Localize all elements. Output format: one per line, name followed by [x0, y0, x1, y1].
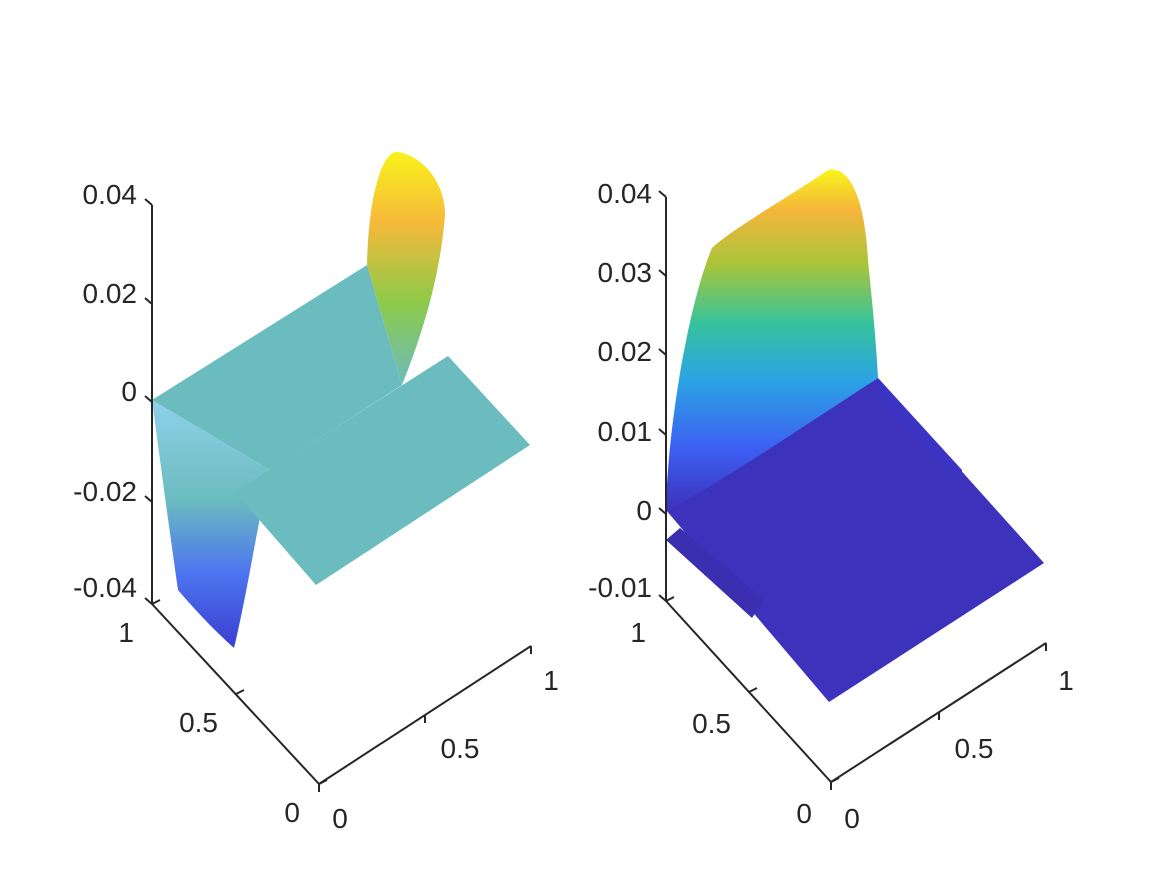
x-tick-label: 0.5	[441, 733, 480, 764]
z-tick-label: 0.02	[598, 336, 653, 367]
surface-plot-right: 0.04 0.03 0.02 0.01 0 -0.01 1 0.5 0 0 0.…	[588, 169, 1074, 834]
y-tick-mark	[318, 779, 328, 785]
z-tick-mark	[144, 297, 153, 305]
z-tick-mark	[144, 395, 153, 403]
y-tick-label: 0	[284, 797, 300, 828]
z-tick-mark	[658, 190, 667, 198]
z-tick-mark	[144, 198, 153, 206]
surface-positive-ridge	[666, 169, 878, 510]
y-tick-mark	[665, 596, 675, 602]
z-tick-mark	[658, 507, 667, 515]
z-tick-label: -0.04	[73, 572, 137, 603]
z-tick-label: 0.03	[598, 257, 653, 288]
axes-right	[658, 190, 1047, 790]
z-tick-mark	[658, 348, 667, 356]
x-tick-label: 1	[1058, 665, 1074, 696]
surface-plateau-lower	[235, 356, 530, 585]
z-tick-label: 0.01	[598, 416, 653, 447]
y-tick-mark	[235, 689, 245, 695]
y-tick-label: 1	[630, 617, 646, 648]
surface-step-right	[878, 378, 962, 488]
surface-plot-left: 0.04 0.02 0 -0.02 -0.04 1 0.5 0 0 0.5 1	[73, 151, 559, 834]
z-tick-label: 0.04	[83, 179, 138, 210]
x-tick-label: 0	[332, 803, 348, 834]
y-tick-label: 0	[796, 798, 812, 829]
z-tick-mark	[658, 269, 667, 277]
y-tick-label: 0.5	[692, 708, 731, 739]
axes-left	[144, 198, 532, 792]
z-tick-label: 0	[121, 376, 137, 407]
y-tick-mark	[830, 777, 840, 783]
z-tick-label: 0.04	[598, 178, 653, 209]
y-tick-label: 1	[118, 617, 134, 648]
z-tick-label: 0	[636, 495, 652, 526]
z-tick-mark	[658, 428, 667, 436]
z-tick-label: -0.01	[588, 572, 652, 603]
y-tick-mark	[151, 599, 161, 605]
z-tick-label: -0.02	[73, 476, 137, 507]
z-tick-label: 0.02	[83, 278, 138, 309]
y-tick-label: 0.5	[179, 707, 218, 738]
x-tick-label: 1	[543, 665, 559, 696]
y-tick-mark	[748, 687, 758, 693]
surface-step-front	[666, 528, 764, 618]
surface-plateau-upper	[152, 265, 402, 470]
z-tick-mark	[144, 495, 153, 503]
y-axis-line	[665, 600, 832, 783]
x-tick-label: 0	[844, 803, 860, 834]
z-tick-mark	[144, 597, 153, 605]
surface-positive-ridge	[367, 151, 445, 385]
y-axis-line	[151, 603, 320, 785]
surface-negative-fold	[152, 400, 270, 648]
z-tick-mark	[658, 594, 667, 602]
x-tick-label: 0.5	[955, 733, 994, 764]
